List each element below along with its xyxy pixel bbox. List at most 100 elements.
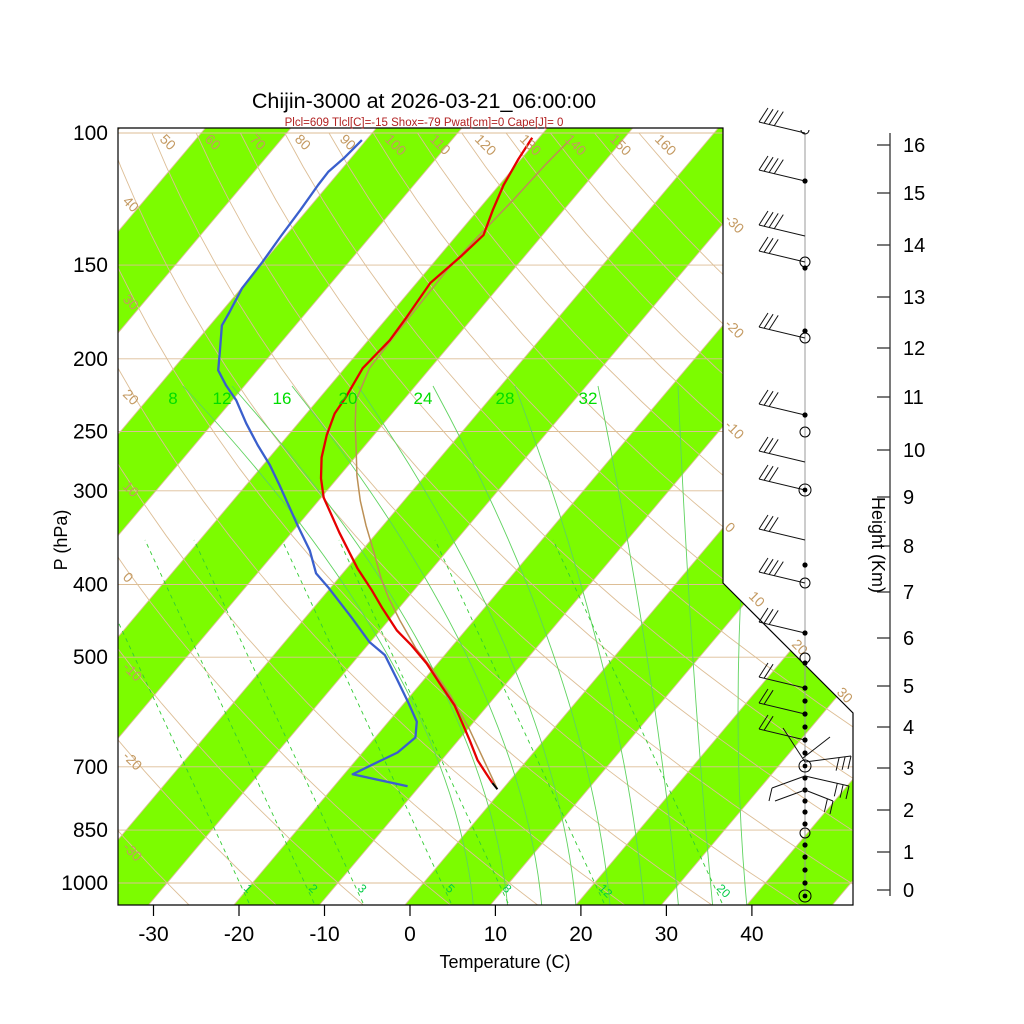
- dry-adiabat-label-top: 90: [337, 131, 359, 153]
- station-circle: [798, 483, 812, 497]
- station-dot: [802, 842, 808, 848]
- height-tick-label: 4: [903, 717, 914, 739]
- dry-adiabat-line: [118, 132, 800, 905]
- station-dot: [802, 724, 808, 730]
- station-dot: [802, 798, 808, 804]
- x-tick-label: -10: [309, 923, 339, 946]
- barb-feather: [823, 798, 828, 812]
- moist-adiabat-label: 12: [213, 389, 232, 408]
- height-tick-label: 13: [903, 287, 925, 309]
- barb-feather: [829, 800, 834, 815]
- barb-feather: [758, 155, 769, 171]
- barb-feather: [763, 211, 774, 227]
- station-dot: [802, 854, 808, 860]
- x-axis-title: Temperature (C): [439, 952, 570, 972]
- isotherm-line: [575, 128, 853, 905]
- isotherm-label-right: -20: [722, 316, 748, 342]
- barb-feather: [763, 663, 774, 679]
- barb-feather: [763, 313, 774, 329]
- moist-adiabat-lines: [182, 385, 759, 905]
- moist-adiabat-label: 20: [339, 389, 358, 408]
- station-circle: [799, 426, 811, 438]
- x-tick-label: -20: [224, 923, 254, 946]
- station-dot: [802, 328, 808, 334]
- station-dot: [802, 412, 808, 418]
- station-circle: [798, 889, 812, 903]
- moist-adiabat-label: 32: [579, 389, 598, 408]
- isotherm-line: [148, 128, 805, 905]
- barb-feather: [763, 558, 774, 574]
- station-dot: [802, 763, 808, 769]
- dry-adiabat-line: [151, 132, 853, 905]
- barb-feather: [768, 439, 779, 454]
- barb-feather: [758, 436, 769, 452]
- barb-feather: [768, 392, 779, 407]
- height-tick-label: 0: [903, 880, 914, 902]
- barb-feather: [758, 557, 769, 573]
- barb-feather: [773, 561, 784, 576]
- dry-adiabat-line: [118, 132, 625, 905]
- height-tick-label: 15: [903, 183, 925, 205]
- height-axis-title: Height (Km): [868, 497, 888, 593]
- green-band: [118, 128, 804, 905]
- pressure-tick-label: 300: [73, 480, 108, 503]
- station-dot: [802, 737, 808, 743]
- dry-adiabat-line: [505, 132, 853, 905]
- mixing-ratio-lines: [118, 539, 723, 904]
- barb-feather: [763, 437, 774, 453]
- dry-adiabat-line: [328, 132, 853, 905]
- moist-adiabat-label: 24: [414, 389, 433, 408]
- barb-feather: [847, 755, 852, 770]
- pressure-axis-title: P (hPa): [51, 510, 71, 571]
- station-dot: [802, 265, 808, 271]
- isotherm-label-right: -10: [722, 417, 748, 443]
- barb-feather: [763, 108, 774, 124]
- barb-feather: [763, 156, 774, 172]
- barb-shaft: [804, 775, 850, 787]
- mixing-ratio-line: [144, 539, 315, 904]
- green-band: [118, 128, 462, 905]
- height-tick-label: 11: [903, 387, 924, 409]
- x-tick-label: -30: [138, 923, 168, 946]
- barb-shaft: [782, 727, 806, 763]
- barb-feather: [835, 757, 840, 771]
- mixing-ratio-line: [552, 539, 723, 904]
- barb-shaft: [758, 621, 806, 634]
- isotherm-label-right: 0: [722, 519, 739, 536]
- dry-adiabat-line: [550, 132, 853, 905]
- station-dot: [802, 750, 808, 756]
- isotherm-line: [831, 128, 853, 905]
- height-tick-label: 3: [903, 758, 914, 780]
- calm-cup-marker: [800, 129, 810, 135]
- barb-shaft: [758, 450, 806, 463]
- green-band: [918, 128, 1024, 905]
- dry-adiabat-line: [118, 132, 277, 905]
- temperature-curve: [319, 137, 534, 784]
- green-band: [118, 128, 633, 905]
- station-dot: [802, 685, 808, 691]
- station-dot: [802, 698, 808, 704]
- station-dot: [802, 711, 808, 717]
- barb-feather: [758, 607, 769, 623]
- barb-shaft: [758, 702, 806, 715]
- barb-feather: [833, 783, 838, 797]
- page-title: Chijin-3000 at 2026-03-21_06:00:00: [252, 89, 596, 113]
- dry-adiabat-label-top: 80: [292, 131, 314, 153]
- height-tick-label: 8: [903, 536, 914, 558]
- dry-adiabat-label-top: 120: [472, 131, 500, 159]
- pressure-tick-label: 400: [73, 574, 108, 597]
- barb-shaft: [758, 403, 806, 416]
- height-tick-label: 9: [903, 487, 914, 509]
- isotherm-label-right: -30: [722, 211, 748, 237]
- dewpoint-curve: [217, 139, 418, 788]
- moist-adiabat-label: 8: [168, 389, 177, 408]
- pressure-tick-label: 700: [73, 756, 108, 779]
- height-tick-label: 14: [903, 235, 925, 257]
- x-tick-label: 40: [740, 923, 763, 946]
- mixing-ratio-line: [338, 539, 509, 904]
- barb-feather: [758, 688, 769, 704]
- dry-adiabat-label-left: -20: [120, 748, 146, 774]
- mixing-ratio-line: [281, 539, 452, 904]
- barb-feather: [845, 785, 850, 800]
- barb-feather: [763, 608, 774, 624]
